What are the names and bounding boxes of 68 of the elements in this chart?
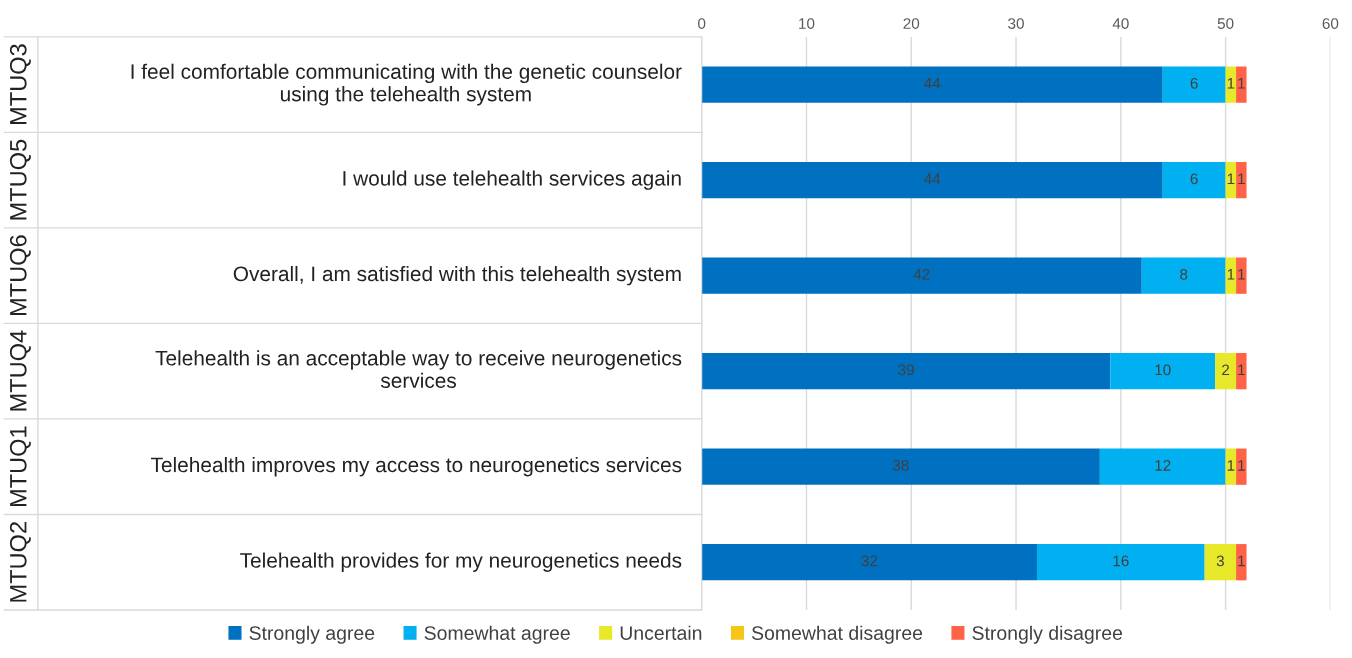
data-label: 8 — [1180, 268, 1188, 280]
data-label: 1 — [1238, 173, 1245, 185]
legend-label: Uncertain — [620, 625, 702, 640]
data-label: 1 — [1227, 173, 1235, 185]
x-tick-label: 40 — [1112, 18, 1129, 29]
data-label: 1 — [1238, 460, 1245, 471]
y-tick-label: Overall, I am satisfied with this telehealth system — [233, 265, 681, 286]
bar — [1236, 544, 1247, 581]
y-tick-label: Telehealth is an acceptable way to receive neurogenetics services — [155, 350, 682, 388]
bar — [1236, 448, 1247, 485]
bar — [1036, 544, 1205, 581]
data-label: 16 — [1113, 555, 1129, 567]
x-tick-label: 10 — [799, 18, 815, 29]
bar — [701, 353, 1111, 390]
data-label: 1 — [1227, 460, 1235, 471]
text: MTUQ2 — [9, 522, 31, 602]
bar — [1236, 161, 1247, 199]
y-tick-label: I feel comfortable communicating with the genetic counselor using the telehealth system — [131, 63, 682, 106]
data-label: 3 — [1216, 555, 1224, 567]
bar — [701, 161, 1163, 199]
legend-label: Strongly disagree — [972, 625, 1122, 644]
text: MTUQ1 — [9, 426, 31, 507]
bar — [1215, 353, 1237, 390]
bar — [1204, 544, 1237, 581]
x-tick-label: 50 — [1217, 18, 1234, 29]
y-tick-label: I would use telehealth services again — [343, 170, 681, 190]
bar — [1236, 66, 1247, 103]
legend-label: Somewhat agree — [424, 625, 570, 644]
data-label: 32 — [861, 555, 878, 567]
bar — [701, 257, 1142, 294]
text: MTUQ5 — [9, 139, 31, 220]
bar — [1141, 257, 1226, 294]
x-tick-label: 20 — [903, 18, 920, 29]
bar — [1099, 448, 1226, 485]
x-tick-label: 30 — [1008, 18, 1024, 29]
data-label: 1 — [1238, 555, 1245, 567]
data-label: 1 — [1227, 78, 1235, 89]
data-label: 6 — [1190, 77, 1198, 89]
data-label: 1 — [1238, 78, 1245, 89]
data-label: 42 — [913, 268, 930, 280]
text: MTUQ4 — [9, 330, 31, 411]
data-label: 12 — [1155, 459, 1171, 471]
legend-label: Strongly agree — [249, 625, 375, 644]
data-label: 39 — [898, 364, 914, 376]
data-label: 10 — [1155, 364, 1171, 376]
bar — [1162, 161, 1226, 199]
bar — [1162, 66, 1226, 103]
text: MTUQ6 — [9, 235, 31, 316]
text: MTUQ3 — [9, 44, 31, 124]
legend-label: Somewhat disagree — [751, 625, 923, 644]
bar — [701, 544, 1037, 581]
data-label: 44 — [924, 78, 941, 89]
bar — [701, 66, 1163, 103]
bar — [1236, 257, 1247, 294]
data-label: 1 — [1238, 364, 1245, 376]
bar — [1236, 353, 1247, 390]
y-tick-label: Telehealth improves my access to neurogenetics services — [151, 456, 682, 477]
data-label: 44 — [924, 173, 941, 185]
y-tick-label: Telehealth provides for my neurogenetics needs — [240, 552, 682, 572]
data-label: 1 — [1238, 269, 1245, 280]
data-label: 2 — [1222, 364, 1230, 376]
data-label: 38 — [892, 459, 909, 471]
x-tick-label: 60 — [1322, 18, 1339, 29]
bar — [1110, 353, 1216, 390]
data-label: 1 — [1227, 269, 1235, 280]
x-tick-label: 0 — [698, 18, 706, 29]
data-label: 6 — [1190, 173, 1198, 185]
bar — [701, 448, 1100, 485]
